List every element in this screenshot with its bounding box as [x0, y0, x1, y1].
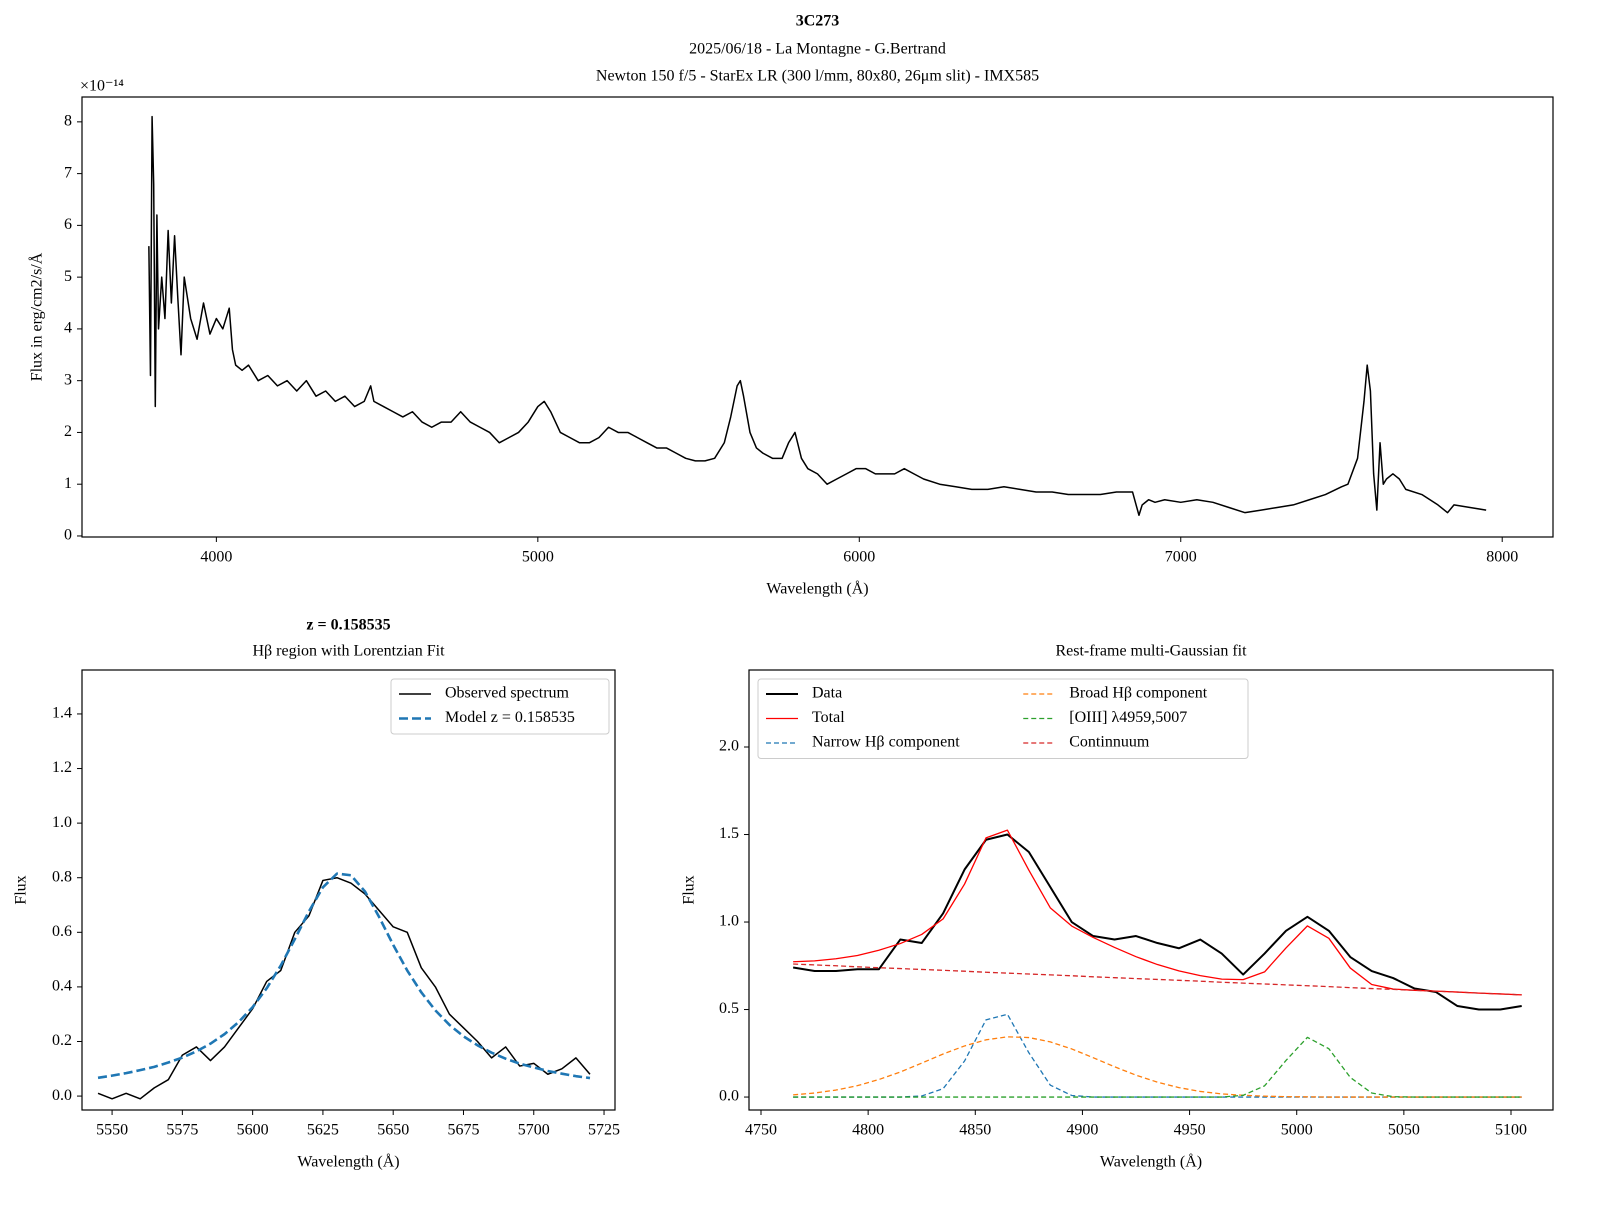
- data-line: [793, 963, 1522, 996]
- x-tick-label: 4750: [745, 1122, 777, 1139]
- data-line: [148, 115, 1487, 517]
- x-tick-label: 4950: [1174, 1122, 1206, 1139]
- offset-text: ×10⁻¹⁴: [80, 78, 124, 95]
- data-line: [792, 833, 1522, 1011]
- y-tick-label: 6: [64, 216, 72, 233]
- axes-frame: [81, 96, 1554, 538]
- legend-label: Narrow Hβ component: [812, 734, 960, 751]
- x-tick-label: 5550: [96, 1122, 128, 1139]
- chart-subtitle: 2025/06/18 - La Montagne - G.Bertrand: [689, 41, 946, 58]
- y-tick-label: 3: [64, 371, 72, 388]
- y-axis-label: Flux in erg/cm2/s/Å: [28, 252, 46, 381]
- x-tick-label: 5675: [447, 1122, 479, 1139]
- legend-label: Data: [812, 685, 842, 702]
- legend-label: Observed spectrum: [445, 685, 570, 702]
- data-line: [793, 1036, 1522, 1098]
- y-axis-label: Flux: [13, 875, 30, 904]
- legend-label: [OIII] λ4959,5007: [1069, 709, 1187, 726]
- x-tick-label: 7000: [1165, 549, 1197, 566]
- data-line: [793, 1036, 1522, 1098]
- y-tick-label: 0.0: [719, 1088, 739, 1105]
- x-tick-label: 5700: [518, 1122, 550, 1139]
- y-tick-label: 0.6: [52, 923, 72, 940]
- x-tick-label: 5625: [307, 1122, 339, 1139]
- axes-frame: [748, 669, 1554, 1111]
- y-tick-label: 0.4: [52, 978, 72, 995]
- legend-label: Broad Hβ component: [1069, 685, 1207, 702]
- data-line: [97, 876, 591, 1100]
- x-tick-label: 4800: [852, 1122, 884, 1139]
- x-tick-label: 5650: [377, 1122, 409, 1139]
- y-axis-label: Flux: [681, 875, 698, 904]
- x-axis-label: Wavelength (Å): [1100, 1153, 1202, 1171]
- data-line: [97, 872, 591, 1080]
- y-tick-label: 2.0: [719, 738, 739, 755]
- x-axis-label: Wavelength (Å): [297, 1153, 399, 1171]
- chart-title: 3C273: [796, 13, 840, 30]
- x-tick-label: 6000: [843, 549, 875, 566]
- x-tick-label: 5000: [522, 549, 554, 566]
- y-tick-label: 1.2: [52, 759, 72, 776]
- y-tick-label: 1.4: [52, 705, 72, 722]
- x-tick-label: 5725: [588, 1122, 620, 1139]
- chart-title: Rest-frame multi-Gaussian fit: [1055, 643, 1247, 660]
- data-line: [793, 829, 1522, 996]
- y-tick-label: 7: [64, 164, 72, 181]
- y-tick-label: 8: [64, 113, 72, 130]
- x-axis-label: Wavelength (Å): [766, 580, 868, 598]
- chart-subtitle: Newton 150 f/5 - StarEx LR (300 l/mm, 80…: [596, 68, 1039, 85]
- legend-label: Model z = 0.158535: [445, 709, 575, 726]
- legend-box: [390, 678, 610, 735]
- chart-subtitle: Hβ region with Lorentzian Fit: [252, 643, 445, 660]
- chart-title: z = 0.158535: [306, 617, 390, 634]
- x-tick-label: 4000: [200, 549, 232, 566]
- x-tick-label: 5600: [237, 1122, 269, 1139]
- y-tick-label: 0.0: [52, 1087, 72, 1104]
- x-tick-label: 4900: [1066, 1122, 1098, 1139]
- y-tick-label: 1.5: [719, 825, 739, 842]
- y-tick-label: 0.8: [52, 868, 72, 885]
- x-tick-label: 4850: [959, 1122, 991, 1139]
- x-tick-label: 5000: [1281, 1122, 1313, 1139]
- y-tick-label: 4: [64, 320, 72, 337]
- y-tick-label: 0.5: [719, 1000, 739, 1017]
- x-tick-label: 8000: [1486, 549, 1518, 566]
- y-tick-label: 0: [64, 527, 72, 544]
- x-tick-label: 5575: [166, 1122, 198, 1139]
- x-tick-label: 5100: [1495, 1122, 1527, 1139]
- data-line: [793, 1013, 1522, 1098]
- legend-label: Continnuum: [1069, 734, 1150, 751]
- y-tick-label: 5: [64, 268, 72, 285]
- axes-frame: [81, 669, 616, 1111]
- y-tick-label: 1.0: [719, 913, 739, 930]
- y-tick-label: 1: [64, 475, 72, 492]
- legend-box: [757, 678, 1249, 759]
- x-tick-label: 5050: [1388, 1122, 1420, 1139]
- y-tick-label: 2: [64, 423, 72, 440]
- y-tick-label: 0.2: [52, 1032, 72, 1049]
- legend-label: Total: [812, 709, 845, 726]
- y-tick-label: 1.0: [52, 814, 72, 831]
